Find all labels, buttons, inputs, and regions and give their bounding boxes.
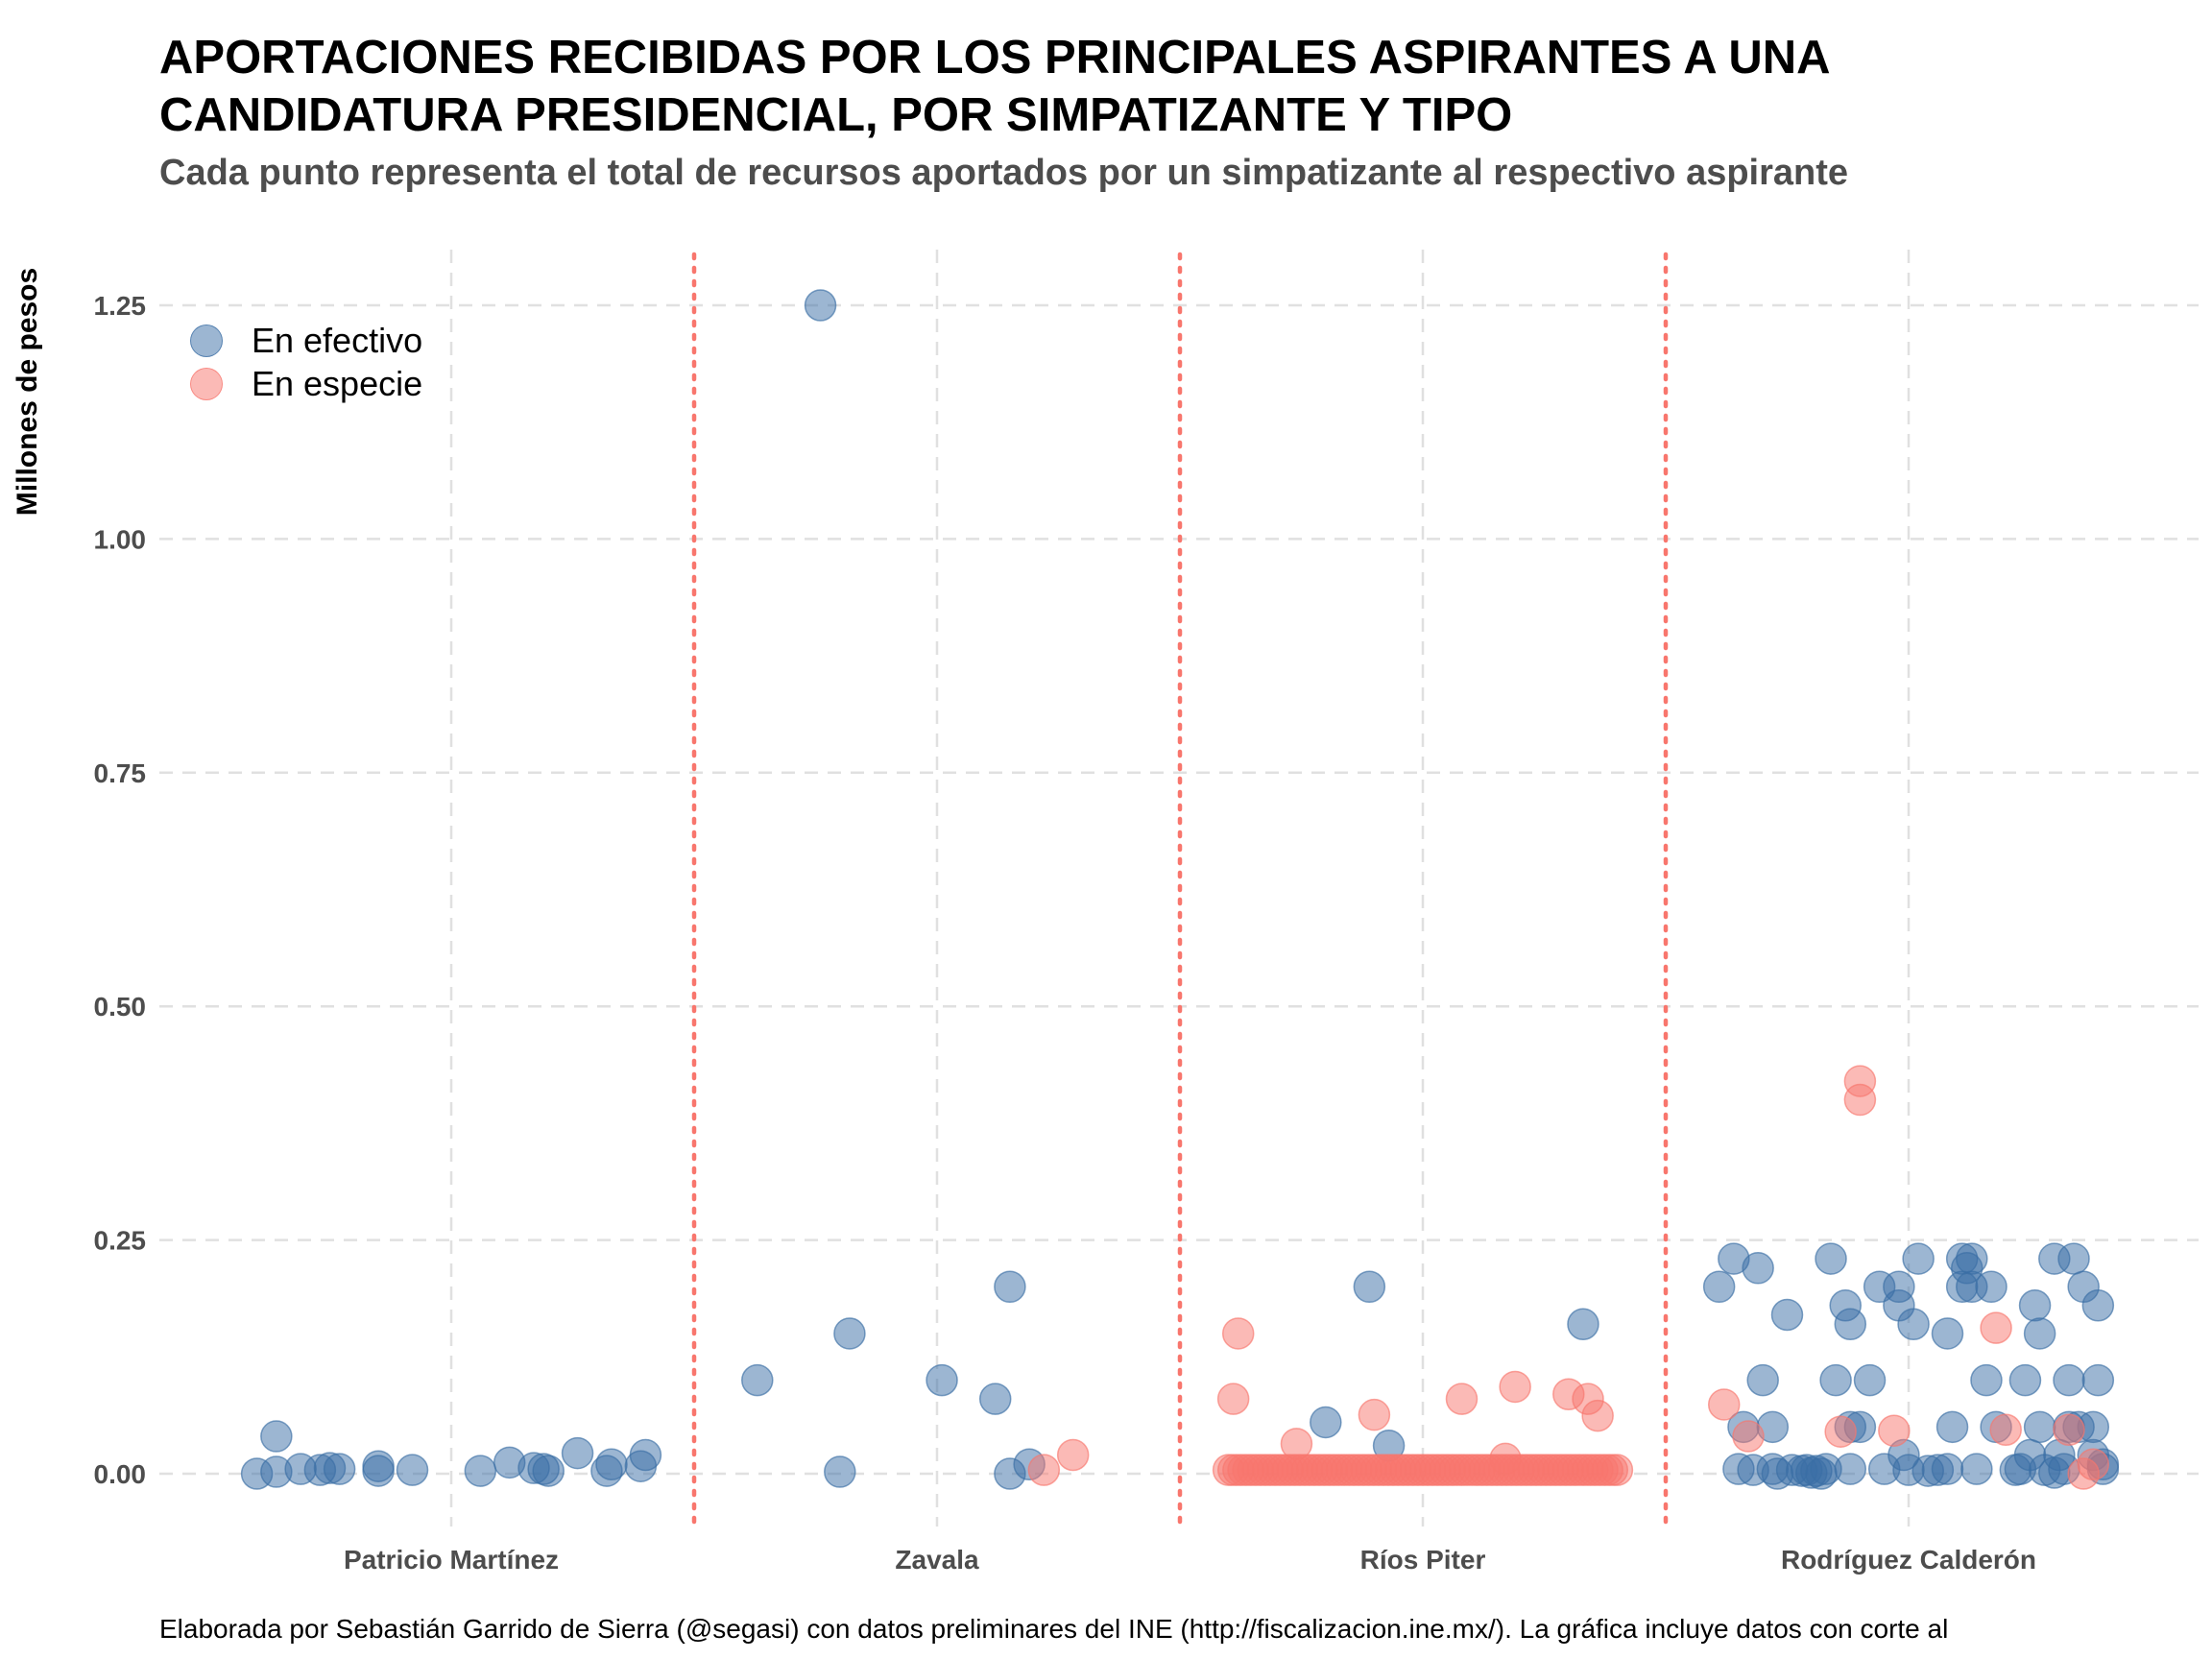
data-point xyxy=(1353,1270,1386,1304)
y-tick-label: 1.00 xyxy=(94,524,147,554)
data-point xyxy=(1878,1414,1911,1447)
data-point xyxy=(833,1317,866,1350)
data-point xyxy=(1581,1399,1614,1432)
data-point xyxy=(1567,1308,1599,1340)
data-point xyxy=(2018,1289,2052,1322)
x-tick-label: Ríos Piter xyxy=(1360,1545,1486,1575)
axes: 0.00 0.25 0.50 0.75 1.00 1.25 Patricio Martíne… xyxy=(94,291,2037,1575)
legend-label-especie: En especie xyxy=(252,363,423,403)
data-point xyxy=(1499,1370,1531,1404)
data-point xyxy=(1742,1252,1774,1285)
data-point xyxy=(1027,1454,1061,1486)
data-point xyxy=(926,1363,958,1397)
data-point xyxy=(464,1455,497,1487)
data-point xyxy=(2081,1289,2115,1322)
data-points xyxy=(240,289,2120,1490)
candidate-separators xyxy=(691,252,1669,1529)
data-point xyxy=(1975,1270,2008,1304)
data-point xyxy=(2077,1448,2110,1481)
data-point xyxy=(2008,1363,2042,1397)
data-point xyxy=(804,289,837,322)
data-point xyxy=(1936,1410,1969,1444)
legend-key-especie xyxy=(190,367,223,400)
data-point xyxy=(1853,1363,1887,1397)
y-tick-label: 1.25 xyxy=(94,291,147,321)
data-point xyxy=(741,1363,774,1397)
data-point xyxy=(824,1455,856,1488)
data-point xyxy=(1310,1406,1342,1439)
data-point xyxy=(1824,1415,1857,1448)
data-point xyxy=(1280,1428,1313,1460)
data-point xyxy=(1834,1308,1867,1340)
data-point xyxy=(1931,1453,1964,1485)
data-point xyxy=(1989,1413,2022,1446)
data-point xyxy=(1732,1420,1765,1453)
data-point xyxy=(2053,1413,2085,1446)
data-point xyxy=(1970,1363,2003,1397)
data-point xyxy=(595,1448,628,1481)
legend-item-especie: En especie xyxy=(190,362,422,405)
data-point xyxy=(2081,1363,2115,1397)
legend: En efectivo En especie xyxy=(190,319,422,405)
data-point xyxy=(2023,1410,2056,1444)
chart-subtitle: Cada punto representa el total de recurs… xyxy=(159,153,1849,193)
data-point xyxy=(994,1270,1026,1304)
y-tick-label: 0.50 xyxy=(94,992,147,1022)
data-point xyxy=(1902,1242,1935,1275)
data-point xyxy=(1843,1083,1877,1117)
data-point xyxy=(1980,1311,2012,1344)
y-tick-label: 0.00 xyxy=(94,1459,147,1489)
legend-label-efectivo: En efectivo xyxy=(252,320,423,360)
data-point xyxy=(1883,1270,1915,1304)
y-tick-label: 0.25 xyxy=(94,1226,147,1256)
data-point xyxy=(362,1455,395,1487)
data-point xyxy=(1770,1298,1804,1332)
data-point xyxy=(1216,1382,1250,1415)
data-point xyxy=(1815,1242,1847,1275)
data-point xyxy=(1707,1388,1741,1421)
y-tick-label: 0.75 xyxy=(94,758,147,788)
data-point xyxy=(1956,1242,1988,1275)
data-point xyxy=(1960,1453,1993,1485)
data-point xyxy=(396,1454,429,1486)
data-point xyxy=(323,1453,356,1485)
data-point xyxy=(1702,1270,1736,1304)
data-point xyxy=(532,1455,565,1487)
data-point xyxy=(1056,1438,1090,1472)
data-point xyxy=(1819,1363,1852,1397)
data-point xyxy=(629,1438,662,1472)
data-point xyxy=(978,1382,1012,1415)
data-point xyxy=(1834,1453,1867,1485)
data-point xyxy=(561,1436,594,1470)
chart-title: APORTACIONES RECIBIDAS POR LOS PRINCIPAL… xyxy=(159,32,1831,141)
data-point xyxy=(1445,1382,1479,1415)
data-point xyxy=(1931,1317,1964,1350)
x-tick-label: Rodríguez Calderón xyxy=(1781,1545,2036,1575)
legend-item-efectivo: En efectivo xyxy=(190,319,422,362)
data-point xyxy=(2057,1242,2090,1275)
x-tick-label: Patricio Martínez xyxy=(344,1545,559,1575)
caption: Elaborada por Sebastián Garrido de Sierr… xyxy=(159,1614,1949,1644)
data-point xyxy=(2053,1363,2085,1397)
data-point xyxy=(1221,1317,1255,1350)
data-point xyxy=(2023,1317,2056,1350)
data-point xyxy=(1489,1442,1522,1476)
data-point xyxy=(1897,1308,1930,1340)
x-tick-label: Zavala xyxy=(895,1545,979,1575)
legend-key-efectivo xyxy=(190,324,223,357)
y-axis-label: Millones de pesos xyxy=(12,268,43,516)
data-point xyxy=(1746,1363,1779,1397)
data-point xyxy=(1358,1398,1391,1431)
data-point xyxy=(260,1420,293,1453)
data-point xyxy=(1600,1454,1634,1486)
